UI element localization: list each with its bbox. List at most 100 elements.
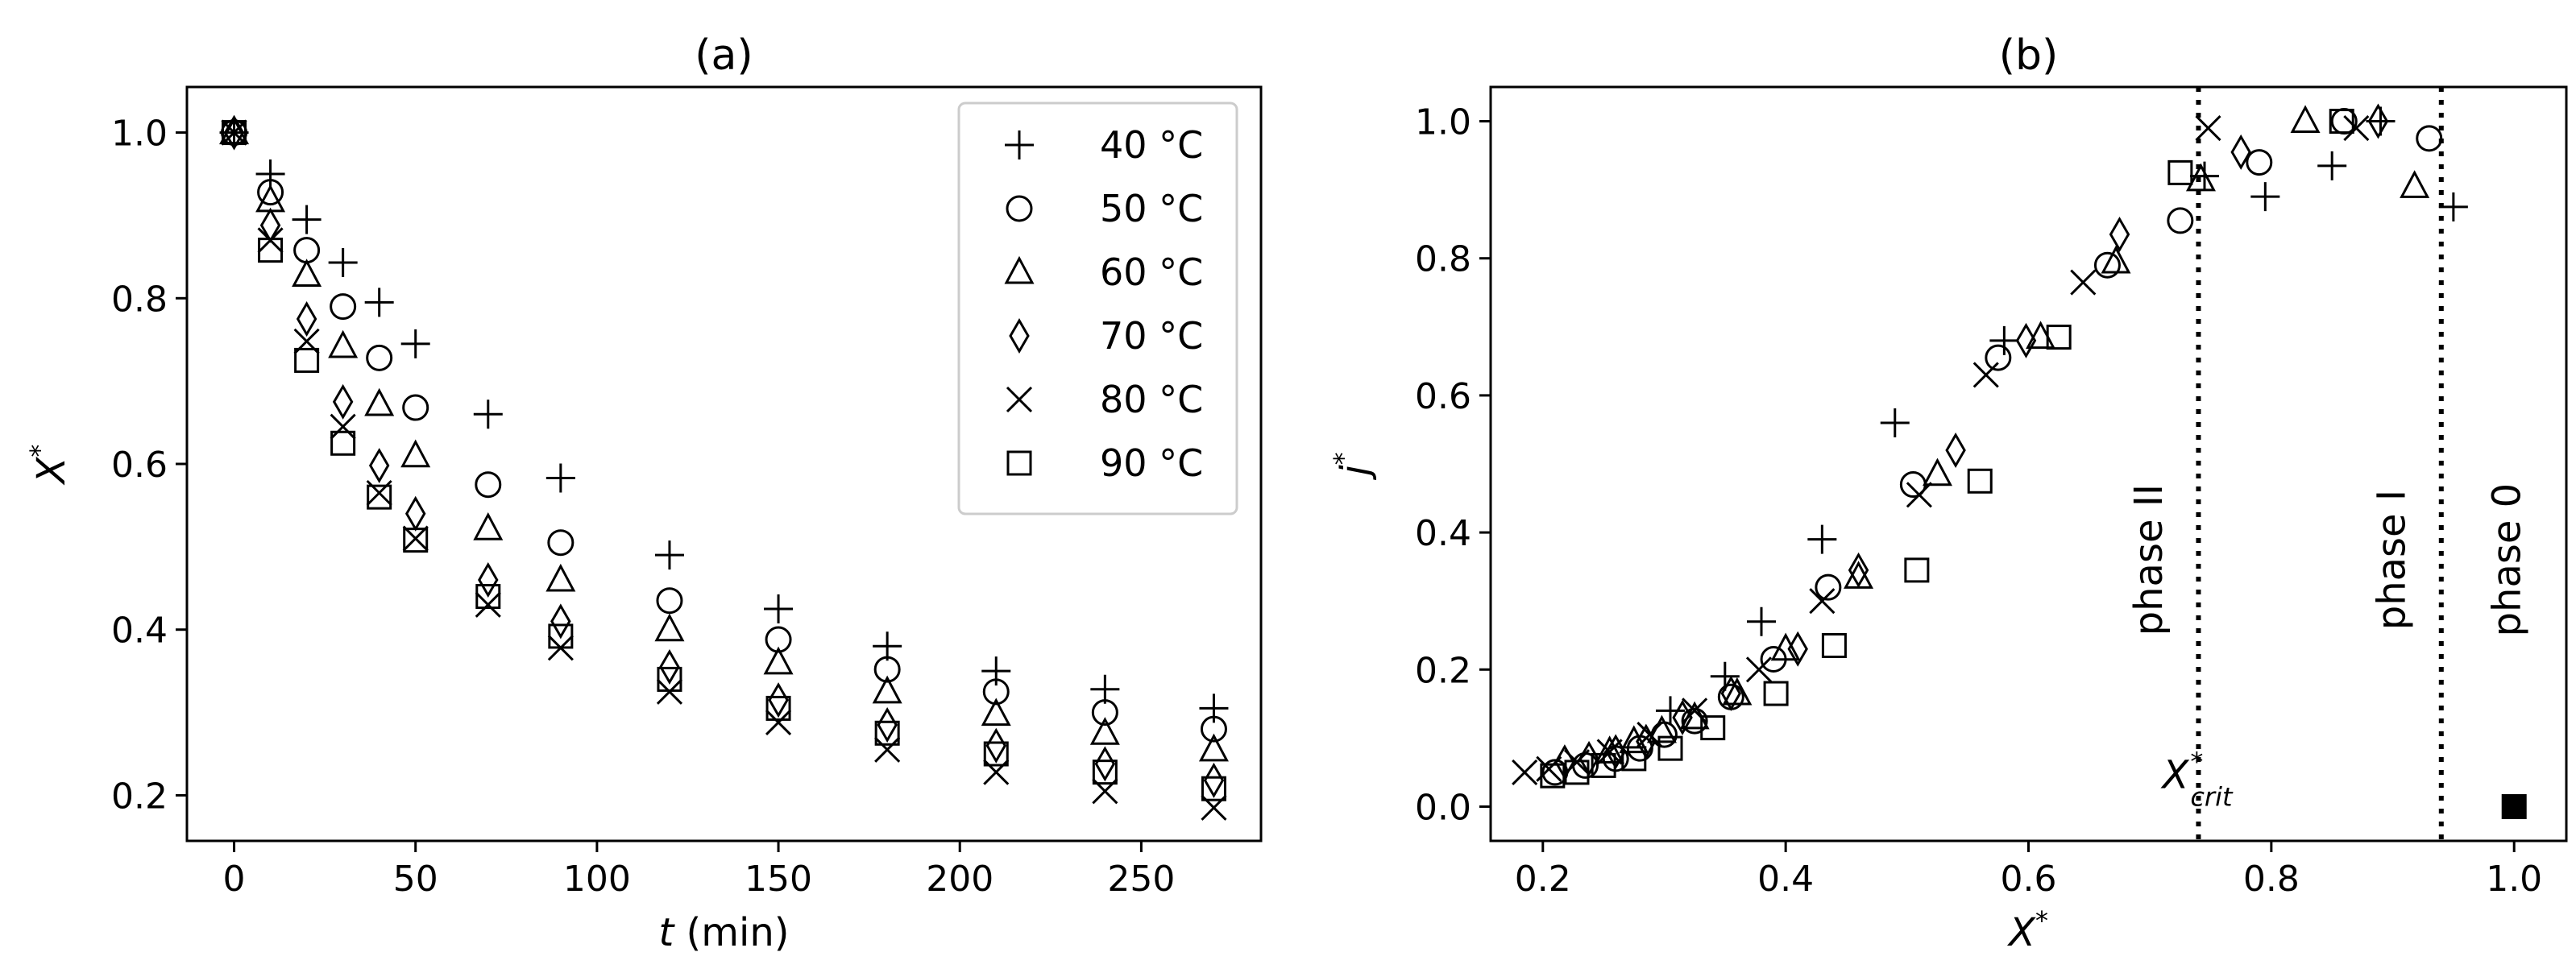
- x-tick-label: 0: [223, 859, 246, 900]
- x-tick-label: 100: [563, 859, 631, 900]
- data-point: [765, 626, 792, 653]
- data-point: [1540, 763, 1566, 789]
- data-point: [1200, 715, 1227, 743]
- x-tick-label: 0.2: [1515, 859, 1571, 900]
- data-point: [2230, 134, 2251, 170]
- data-point: [368, 448, 390, 484]
- data-point: [2400, 170, 2430, 198]
- data-point: [547, 529, 575, 557]
- data-point: [550, 603, 571, 640]
- data-point: [1700, 715, 1726, 741]
- legend-marker: [1006, 195, 1033, 222]
- data-point: [1787, 631, 1808, 667]
- data-point: [366, 479, 392, 507]
- data-point: [478, 562, 499, 598]
- data-point: [1089, 717, 1120, 745]
- legend-entry: 80 °C: [1100, 378, 1203, 421]
- data-point: [873, 631, 902, 661]
- data-point: [656, 587, 683, 615]
- data-point: [2070, 269, 2097, 296]
- data-point: [1650, 721, 1678, 748]
- data-point: [293, 237, 321, 264]
- x-tick-label: 250: [1107, 859, 1175, 900]
- data-point: [2109, 216, 2130, 252]
- data-point: [765, 709, 792, 735]
- data-point: [1657, 735, 1683, 761]
- data-point: [2343, 114, 2370, 142]
- data-point: [983, 741, 1009, 767]
- series-x: [1512, 114, 2370, 785]
- series-plus: [1656, 106, 2468, 726]
- data-point: [545, 463, 575, 493]
- data-point: [872, 675, 902, 704]
- data-point: [1720, 676, 1742, 712]
- data-point: [657, 666, 682, 692]
- y-axis-label: j*: [1328, 452, 1378, 480]
- data-point: [222, 120, 247, 146]
- data-point: [1656, 696, 1685, 726]
- y-tick-label: 1.0: [1415, 102, 1471, 143]
- data-point: [983, 759, 1010, 785]
- chart-title: (b): [1999, 31, 2059, 80]
- legend-marker: [1009, 318, 1030, 354]
- data-point: [2416, 125, 2443, 152]
- data-point: [1512, 759, 1538, 785]
- y-tick-label: 0.4: [111, 611, 168, 652]
- data-point: [330, 413, 356, 440]
- data-point: [2438, 192, 2468, 221]
- legend-entry: 90 °C: [1100, 441, 1203, 485]
- data-point: [2246, 149, 2273, 176]
- data-point: [1904, 557, 1930, 583]
- data-point: [255, 159, 285, 188]
- data-point: [2501, 793, 2527, 819]
- data-point: [364, 288, 394, 317]
- data-point: [764, 594, 794, 623]
- data-point: [1717, 683, 1744, 710]
- data-point: [2093, 251, 2121, 279]
- x-tick-label: 50: [393, 859, 438, 900]
- data-point: [1672, 699, 1693, 735]
- data-point: [874, 720, 900, 746]
- data-point: [545, 563, 576, 592]
- legend-entry: 50 °C: [1100, 187, 1203, 230]
- data-point: [2015, 322, 2037, 358]
- chart-title: (a): [695, 31, 753, 80]
- y-tick-label: 0.2: [1415, 650, 1471, 691]
- data-point: [473, 512, 504, 540]
- data-point: [1922, 457, 1952, 486]
- panel-b: (b) 0.2 0.4 0.6 0.8 1.0 0.0 0.2 0.4 0.6 0.8 1.0 X* j*…: [1328, 31, 2568, 955]
- data-point: [1985, 344, 2012, 371]
- data-point: [1809, 588, 1836, 615]
- y-tick-label: 1.0: [111, 114, 168, 155]
- data-point: [982, 678, 1010, 706]
- data-point: [294, 347, 320, 373]
- data-point: [402, 525, 429, 552]
- data-point: [873, 656, 901, 683]
- data-point: [475, 591, 501, 618]
- data-point: [404, 495, 426, 532]
- data-point: [2167, 207, 2194, 234]
- data-point: [1747, 606, 1777, 636]
- data-point: [1091, 699, 1118, 727]
- data-point: [328, 329, 359, 358]
- data-point: [1199, 693, 1229, 723]
- data-point: [981, 656, 1011, 686]
- series-diamond: [1554, 103, 2389, 780]
- data-point: [475, 584, 501, 610]
- data-point: [364, 387, 395, 416]
- x-crit-annotation: X* crit: [2159, 746, 2234, 812]
- phase-label: phase II: [2126, 484, 2172, 635]
- data-point: [874, 736, 901, 763]
- data-point: [1621, 746, 1647, 772]
- data-point: [2046, 325, 2072, 350]
- x-tick-label: 0.6: [2001, 859, 2057, 900]
- data-point: [1815, 573, 1842, 601]
- data-point: [654, 613, 685, 642]
- data-point: [1906, 482, 1932, 508]
- x-tick-label: 150: [745, 859, 812, 900]
- data-point: [292, 205, 321, 234]
- data-point: [2250, 182, 2280, 212]
- series-square: [1540, 109, 2354, 789]
- data-point: [1945, 432, 1966, 468]
